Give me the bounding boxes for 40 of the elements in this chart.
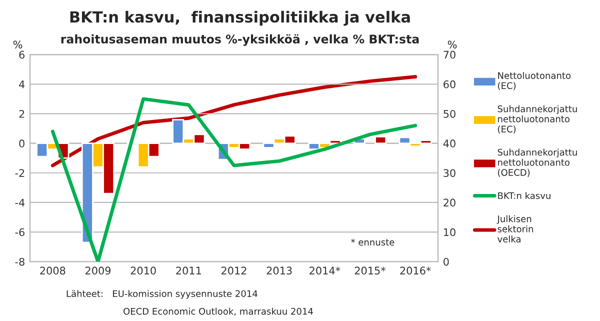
y-tick-label: 0 [19, 140, 24, 148]
legend-label: BKT:n kasvu [498, 192, 550, 200]
y2-tick-label: 40 [443, 140, 456, 148]
x-tick-label: 2012 [222, 266, 246, 275]
legend-label: Suhdannekorjattu nettoluotonanto (OECD) [498, 148, 577, 177]
chart-subtitle: rahoitusaseman muutos %-yksikköä , velka % BKT:sta [61, 34, 419, 46]
x-tick-label: 2014* [310, 266, 340, 275]
y2-tick-label: 30 [444, 169, 456, 177]
bar [374, 136, 387, 144]
y-tick-label: 2 [19, 110, 24, 118]
y2-tick-label: 10 [444, 228, 456, 236]
annotation: * ennuste [351, 238, 394, 246]
text: OECD Economic Outlook, marraskuu 2014 [124, 308, 313, 316]
x-tick-label: 2009 [86, 266, 111, 275]
y2-tick-label: 50 [444, 110, 456, 118]
y2-axis-title: % [448, 40, 457, 49]
line-series [50, 97, 418, 262]
y-tick-label: 6 [19, 50, 24, 59]
y-tick-label: 4 [19, 80, 25, 88]
x-tick-label: 2015* [354, 266, 386, 275]
y-tick-label: -4 [15, 198, 25, 206]
legend-label: Julkisen sektorin velka [496, 215, 533, 242]
x-tick-label: 2011 [176, 266, 201, 275]
x-tick-label: 2010 [130, 266, 156, 275]
y-tick-label: -2 [15, 169, 24, 177]
y-tick-label: -6 [15, 228, 24, 236]
y-axis-title: % [13, 40, 22, 49]
y2-tick-label: 0 [444, 258, 449, 266]
y2-tick-label: 60 [444, 80, 456, 88]
line-series [50, 75, 418, 168]
text: Lähteet: EU-komission syysennuste 2014 [66, 290, 258, 299]
chart-title: BKT:n kasvu, finanssipolitiikka ja velka [70, 10, 410, 26]
legend-label: Suhdannekorjattu nettoluotonanto (EC) [498, 105, 577, 134]
x-tick-label: 2008 [40, 266, 66, 275]
y2-tick-label: 20 [444, 198, 456, 207]
x-tick-label: 2016* [400, 266, 431, 275]
y2-tick-label: 70 [444, 50, 456, 59]
y-tick-label: -8 [15, 258, 24, 266]
legend-label: Nettoluotonanto (EC) [498, 72, 571, 90]
x-tick-label: 2013 [266, 266, 292, 275]
